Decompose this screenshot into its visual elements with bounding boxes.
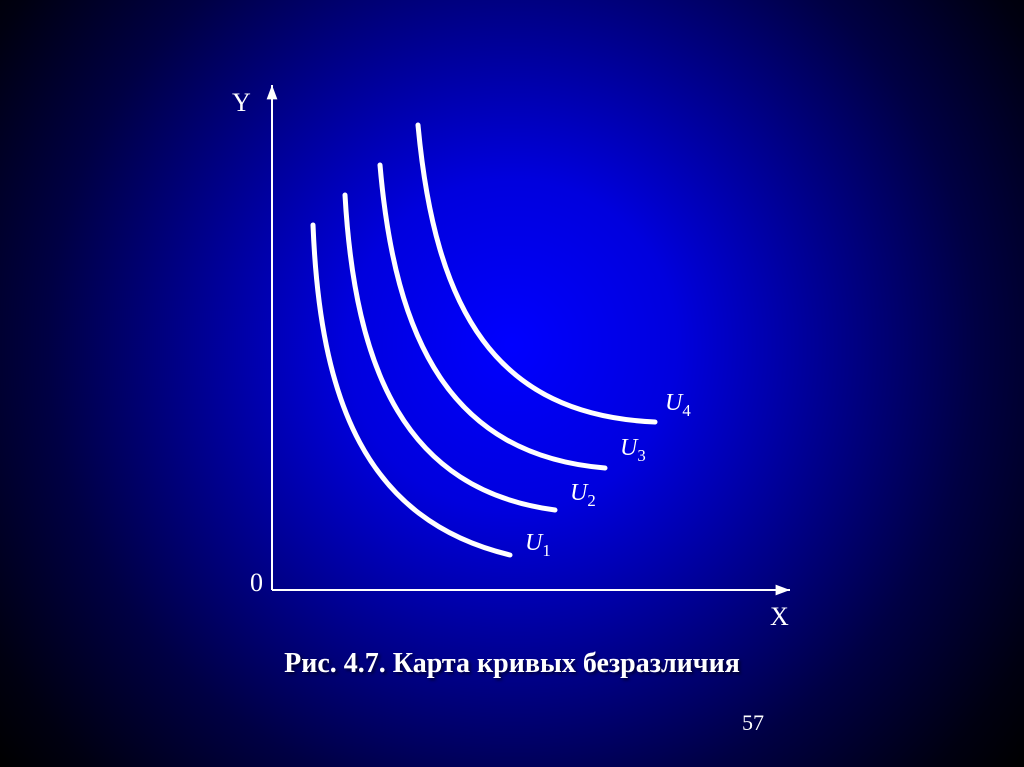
origin-label: 0 [250,568,263,598]
curve-label-u2: U2 [570,480,596,511]
y-axis-label: Y [232,88,251,118]
x-axis-label: X [770,602,789,632]
chart-container: Y X 0 U1 U2 U3 U4 Рис. 4.7. Карта кривых бе… [0,0,1024,767]
curve-label-u3: U3 [620,435,646,466]
figure-caption: Рис. 4.7. Карта кривых безразличия [0,648,1024,680]
curve-label-u4: U4 [665,390,691,421]
page-number: 57 [742,710,764,736]
curve-label-u1: U1 [525,530,551,561]
